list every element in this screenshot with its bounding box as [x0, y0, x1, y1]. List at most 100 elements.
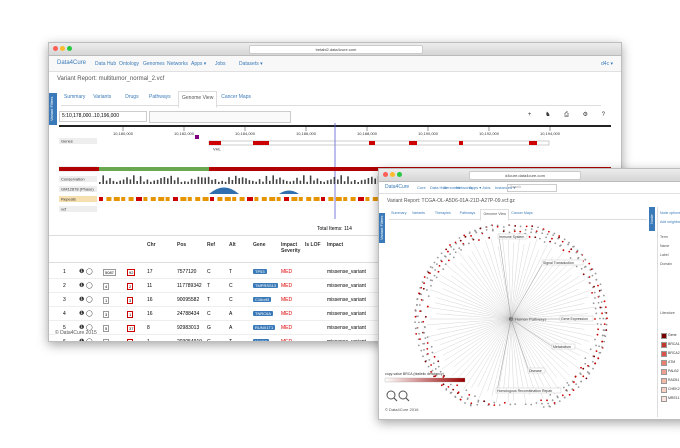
- tab[interactable]: Cancer Maps: [221, 93, 251, 100]
- user-menu[interactable]: d4c ▾: [601, 61, 613, 67]
- nav-link[interactable]: Jobs: [482, 185, 491, 190]
- tab[interactable]: Genome View: [178, 91, 218, 108]
- node: [444, 263, 447, 265]
- minimize[interactable]: [60, 46, 65, 51]
- edge: [510, 318, 515, 401]
- locus-input[interactable]: 5:10,178,000..10,196,000: [59, 111, 147, 122]
- doc-count[interactable]: 5087: [103, 269, 116, 276]
- edge: [483, 250, 512, 320]
- doc-count[interactable]: 3: [103, 311, 110, 318]
- node: [459, 398, 462, 401]
- doc-count[interactable]: 4: [103, 283, 110, 290]
- nav-link[interactable]: Jobs: [215, 61, 226, 67]
- cell: missense_variant: [327, 283, 366, 289]
- doc-count[interactable]: 1: [103, 297, 110, 304]
- repeat: [239, 197, 245, 201]
- zoom-control[interactable]: [149, 111, 291, 123]
- zoom[interactable]: [67, 46, 72, 51]
- row-icons[interactable]: ❶ ◯: [79, 339, 93, 342]
- nav-link[interactable]: Ontology: [119, 61, 140, 67]
- toolbar-icons[interactable]: + ♞ ⎙ ⚙ ?: [527, 112, 611, 118]
- tab[interactable]: Drugs: [125, 93, 139, 100]
- nav-link[interactable]: Genomes: [443, 185, 461, 190]
- flag-count[interactable]: 37: [127, 325, 136, 332]
- row-rule: [49, 334, 621, 335]
- legend-swatch: [661, 333, 667, 339]
- conservation: [333, 176, 336, 184]
- node: [418, 321, 420, 324]
- panel-tab[interactable]: Node: [649, 207, 655, 231]
- flag-count[interactable]: 92: [127, 269, 136, 276]
- zoom[interactable]: [397, 172, 402, 177]
- conservation: [190, 178, 193, 184]
- repeat: [210, 197, 214, 201]
- flag-count[interactable]: 2: [127, 283, 134, 290]
- gene-badge[interactable]: MYOG: [253, 339, 270, 342]
- close[interactable]: [383, 172, 388, 177]
- tab[interactable]: Variants: [93, 93, 112, 100]
- nav-link[interactable]: Apps ▾: [191, 61, 207, 67]
- tab[interactable]: Summary: [64, 93, 86, 100]
- minimize[interactable]: [390, 172, 395, 177]
- nav-link[interactable]: Instances ▾: [495, 185, 516, 190]
- side-tab[interactable]: Variant Filters: [49, 93, 57, 125]
- nav-link[interactable]: Core: [417, 185, 426, 190]
- row-icons[interactable]: ❶ ◯: [79, 297, 93, 303]
- tab[interactable]: Cancer Maps: [511, 210, 533, 215]
- node: [449, 244, 451, 246]
- row-icons[interactable]: ❶ ◯: [79, 283, 93, 289]
- brand[interactable]: Data4Cure: [57, 60, 87, 66]
- tab[interactable]: Pathways: [149, 93, 171, 100]
- nav-link[interactable]: Genomes: [143, 61, 165, 67]
- node: [430, 345, 433, 348]
- tab[interactable]: Therapies: [434, 210, 451, 215]
- close[interactable]: [53, 46, 58, 51]
- gene-badge[interactable]: TNRC6A: [253, 311, 274, 316]
- brand[interactable]: Data4Cure: [385, 184, 410, 190]
- edge: [491, 318, 512, 397]
- url-bar[interactable]: betabi2.data4cure.com: [249, 45, 423, 54]
- row-icons[interactable]: ❶ ◯: [79, 325, 93, 331]
- nav-link[interactable]: Apps ▾: [469, 185, 482, 190]
- nav-link[interactable]: Datasets ▾: [239, 61, 263, 67]
- node: [586, 371, 589, 373]
- row-icons[interactable]: ❶ ◯: [79, 269, 93, 275]
- gene-badge[interactable]: TP53: [253, 269, 267, 274]
- flag-count[interactable]: 1: [127, 339, 134, 341]
- nav-link[interactable]: Networks: [167, 61, 188, 67]
- url-bar[interactable]: d4cure.data4cure.com: [469, 171, 581, 180]
- tab[interactable]: Genome View: [480, 209, 510, 222]
- nav-link[interactable]: Data Hub: [95, 61, 117, 67]
- node: [479, 227, 482, 230]
- track-label: vcf: [61, 207, 67, 212]
- column-header: Alt: [229, 242, 236, 248]
- gene-badge[interactable]: C16orf3: [253, 297, 272, 302]
- flag-count[interactable]: 1: [127, 311, 134, 318]
- tab[interactable]: Variants: [412, 210, 425, 215]
- node: [549, 240, 551, 243]
- edge: [503, 318, 512, 393]
- legend-swatch: [661, 342, 667, 348]
- node: [530, 403, 533, 406]
- zoom-handle: [405, 397, 410, 402]
- panel-field[interactable]: Add neighbors: [660, 220, 680, 224]
- gene-badge[interactable]: RUNX1T1: [253, 325, 276, 330]
- tab[interactable]: Pathways: [459, 210, 476, 215]
- search-box[interactable]: Search: [507, 184, 557, 192]
- gene-badge[interactable]: TMPRSS13: [253, 283, 279, 288]
- doc-count[interactable]: 2: [103, 339, 110, 341]
- flag-count[interactable]: 3: [127, 297, 134, 304]
- node: [436, 256, 439, 259]
- column-header: Pos: [177, 242, 187, 248]
- tab[interactable]: Summary: [391, 210, 407, 215]
- nav-link[interactable]: Data Hub: [430, 185, 447, 190]
- edge: [478, 318, 512, 399]
- nav-link[interactable]: Networks: [456, 185, 473, 190]
- ruler-label: 10,188,000: [357, 131, 378, 136]
- row-icons[interactable]: ❶ ◯: [79, 311, 93, 317]
- node: [597, 357, 600, 359]
- panel-field[interactable]: Node options: [660, 211, 680, 215]
- exon: [409, 141, 417, 145]
- doc-count[interactable]: 5: [103, 325, 110, 332]
- hub-edge: [510, 318, 554, 348]
